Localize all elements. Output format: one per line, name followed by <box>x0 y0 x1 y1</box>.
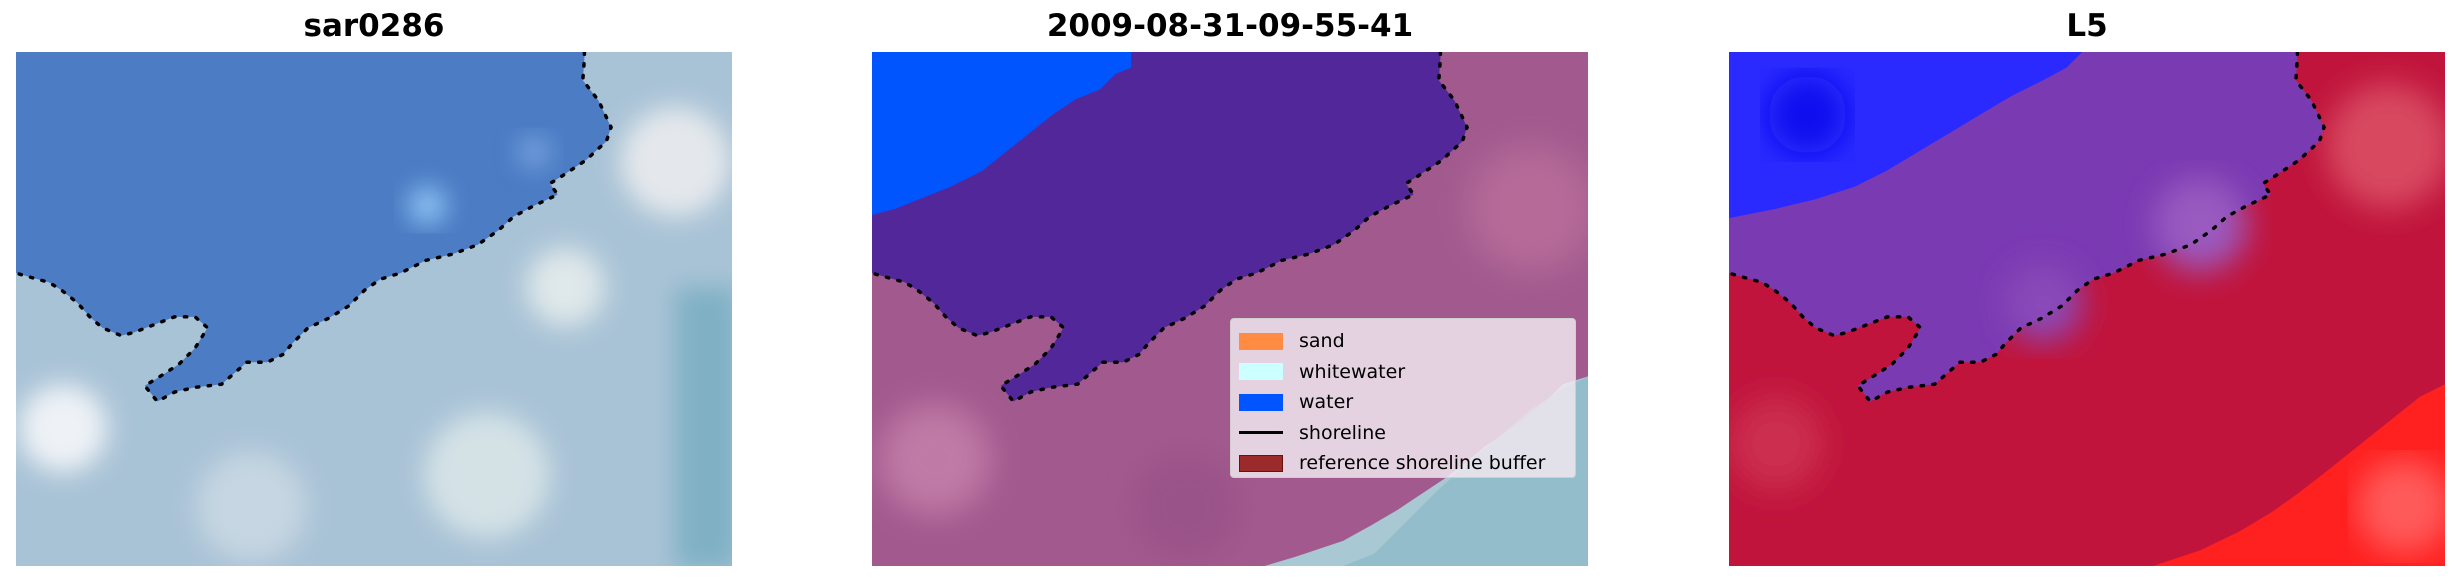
classified-image-panel <box>872 52 1588 566</box>
legend: sand whitewater water shoreline referenc… <box>1230 318 1576 478</box>
legend-item-reference-buffer: reference shoreline buffer <box>1239 448 1575 479</box>
rgb-image-panel <box>16 52 732 566</box>
legend-item-shoreline: shoreline <box>1239 418 1575 449</box>
legend-item-whitewater: whitewater <box>1239 357 1575 388</box>
legend-label: reference shoreline buffer <box>1299 452 1546 475</box>
rgb-image <box>16 52 732 566</box>
sand-swatch <box>1239 332 1283 350</box>
shoreline <box>16 52 613 404</box>
water-area <box>16 52 613 402</box>
index-image-panel <box>1729 52 2445 566</box>
shoreline <box>1729 52 2326 404</box>
index-image <box>1729 52 2445 566</box>
water-class <box>872 52 1132 215</box>
shoreline <box>872 52 1469 404</box>
classified-image <box>872 52 1588 566</box>
legend-item-sand: sand <box>1239 326 1575 357</box>
legend-label: shoreline <box>1299 421 1386 444</box>
water-swatch <box>1239 393 1283 411</box>
legend-item-water: water <box>1239 387 1575 418</box>
whitewater-swatch <box>1239 363 1283 381</box>
reference-buffer-swatch <box>1239 454 1283 472</box>
legend-label: whitewater <box>1299 360 1406 383</box>
shoreline-line-swatch <box>1239 431 1283 435</box>
legend-label: sand <box>1299 330 1345 353</box>
legend-label: water <box>1299 391 1354 414</box>
panel-title-image: sar0286 <box>303 8 445 44</box>
panel-title-date: 2009-08-31-09-55-41 <box>1046 8 1414 44</box>
panel-title-index: L5 <box>2066 8 2108 44</box>
